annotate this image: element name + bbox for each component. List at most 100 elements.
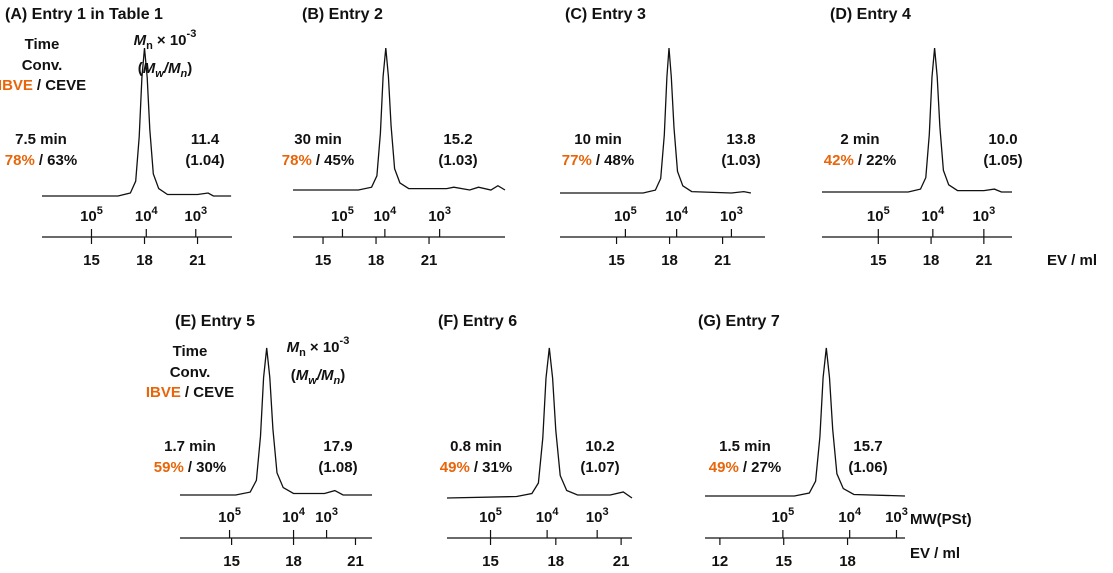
mn-value: 17.9 [323,438,352,455]
header-dispersity-part: / [163,60,170,77]
mw-tick-label-part: 5 [348,205,354,217]
panel-title: (F) Entry 6 [438,313,517,330]
panel-title: (E) Entry 5 [175,313,255,330]
mw-tick-label: 103 [885,506,908,526]
conversion-part: / 22% [858,152,896,169]
chromatogram-trace [705,347,906,497]
chromatogram-trace [560,47,752,194]
mw-tick-label-part: 10 [135,208,152,225]
chromatogram-trace [42,47,232,197]
reaction-time: 0.8 min [450,438,502,455]
mw-tick-label-part: 10 [80,208,97,225]
mw-tick-label: 103 [428,205,451,225]
conversion-part: / 30% [188,459,226,476]
conversion-part: / 63% [39,152,77,169]
header-dispersity-part: M [168,60,181,77]
conversion: 42%/ 22% [824,152,896,169]
x-tick-label: 18 [839,553,856,570]
mw-tick-label: 104 [536,506,560,526]
x-tick-label: 15 [83,252,100,269]
reaction-time: 7.5 min [15,131,67,148]
x-tick-label: 15 [775,553,792,570]
mw-tick-label: 104 [282,506,306,526]
conversion-part: 49% [709,459,739,476]
mn-value: 15.2 [443,131,472,148]
header-mn-part: × 10 [310,339,340,356]
reaction-time: 30 min [294,131,342,148]
conversion: 78%/ 63% [5,152,77,169]
header-mn-part: n [299,347,306,359]
x-tick-label: 21 [613,553,630,570]
reaction-time: 10 min [574,131,622,148]
dispersity-value: (1.06) [848,459,887,476]
reaction-time: 1.5 min [719,438,771,455]
dispersity-value: (1.04) [185,152,224,169]
mw-tick-label: 103 [972,205,995,225]
header-dispersity-part: M [296,367,309,384]
mw-tick-label: 103 [184,205,207,225]
panel-title: (G) Entry 7 [698,313,780,330]
mn-value: 10.2 [585,438,614,455]
x-tick-label: 18 [923,252,940,269]
mw-tick-label-part: 10 [373,208,390,225]
dispersity-value: (1.03) [721,152,760,169]
mw-tick-label-part: 3 [737,205,743,217]
mw-tick-label: 105 [331,205,354,225]
mn-value: 11.4 [191,131,220,148]
x-tick-label: 15 [608,252,625,269]
mw-tick-label: 103 [315,506,338,526]
header-mn-part: -3 [340,335,350,347]
header-monomers-part: / CEVE [185,384,234,401]
header-dispersity-part: ( [138,60,143,77]
chromatogram-trace [180,347,372,496]
chromatogram-trace [822,47,1012,193]
mw-tick-label-part: 10 [665,208,682,225]
header-dispersity-part: n [181,68,188,80]
conversion-part: 77% [562,152,592,169]
x-tick-label: 21 [421,252,438,269]
mw-tick-label-part: 10 [614,208,631,225]
header-dispersity: (Mw/Mn) [291,367,345,387]
header-mn-part: n [146,40,153,52]
header-dispersity-part: ) [187,60,192,77]
mn-value: 10.0 [988,131,1017,148]
dispersity-value: (1.07) [580,459,619,476]
mw-tick-label-part: 5 [884,205,890,217]
mn-value: 15.7 [853,438,882,455]
conversion-part: / 48% [596,152,634,169]
x-tick-label: 18 [136,252,153,269]
mw-tick-label: 105 [614,205,637,225]
mw-tick-label: 105 [867,205,890,225]
header-mn-part: -3 [187,28,197,40]
mw-tick-label-part: 5 [496,506,502,518]
conversion: 78%/ 45% [282,152,354,169]
conversion-part: / 27% [743,459,781,476]
header-monomers-part: IBVE [146,384,181,401]
header-mn-part: M [287,339,300,356]
x-tick-label: 18 [285,553,302,570]
header-monomers-part: / CEVE [37,77,86,94]
mw-tick-label-part: 10 [972,208,989,225]
mw-tick-label-part: 5 [631,205,637,217]
conversion-part: / 45% [316,152,354,169]
mw-tick-label-part: 10 [838,509,855,526]
mw-tick-label-part: 3 [989,205,995,217]
panel-title: (B) Entry 2 [302,6,383,23]
mw-tick-label-part: 5 [235,506,241,518]
x-axis-label: EV / ml [910,545,960,562]
header-dispersity-part: ( [291,367,296,384]
header-conv: Conv. [22,57,63,74]
x-tick-label: 15 [482,553,499,570]
reaction-time: 2 min [840,131,879,148]
mw-tick-label-part: 4 [152,205,159,217]
header-time: Time [173,343,208,360]
mw-tick-label: 103 [720,205,743,225]
x-tick-label: 12 [712,553,729,570]
header-dispersity-part: M [321,367,334,384]
mw-tick-label-part: 10 [428,208,445,225]
mw-tick-label-part: 3 [445,205,451,217]
mw-tick-label-part: 10 [921,208,938,225]
conversion-part: 59% [154,459,184,476]
header-dispersity-part: ) [340,367,345,384]
